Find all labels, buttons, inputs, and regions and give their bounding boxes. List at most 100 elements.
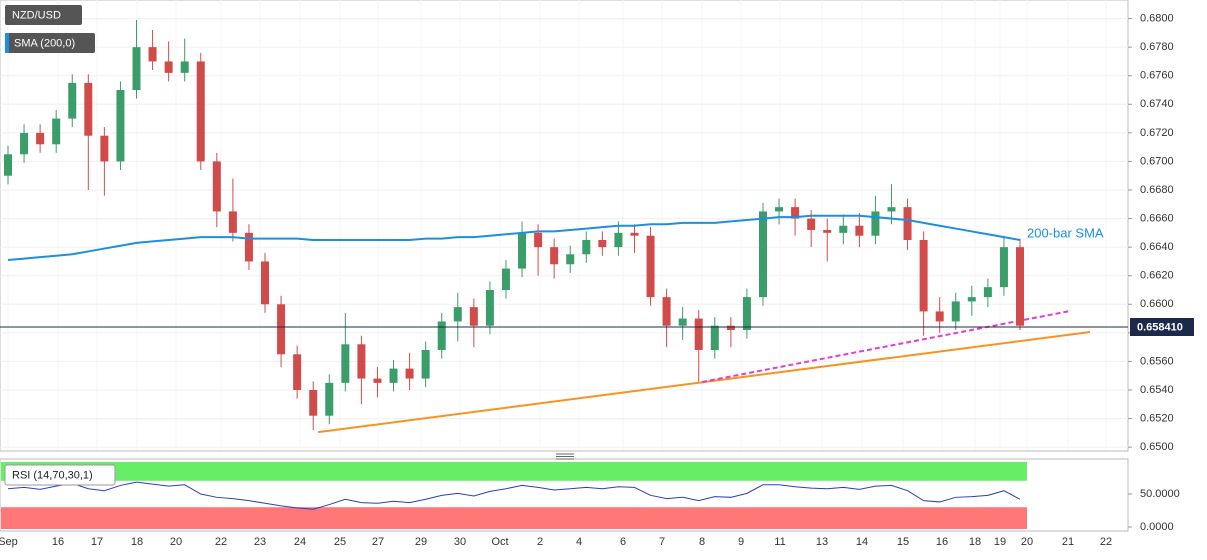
rsi-legend: RSI (14,70,30,1) <box>12 469 93 481</box>
candle-body <box>534 232 543 248</box>
sma-box <box>5 33 95 53</box>
candle-body <box>277 304 286 355</box>
x-tick-label: 23 <box>254 536 266 548</box>
x-tick-label: 24 <box>294 536 306 548</box>
inner-support-line <box>701 310 1071 383</box>
candle-body <box>887 207 896 212</box>
candle-body <box>325 382 334 416</box>
candle-body <box>244 232 253 262</box>
candle-body <box>453 307 462 322</box>
labels: NZD/USD SMA (200,0) RSI (14,70,30,1) 200… <box>0 5 1194 548</box>
candle-body <box>148 47 157 62</box>
rsi-tick-label: 0.0000 <box>1140 521 1174 533</box>
rsi-upper-zone <box>1 462 1027 481</box>
y-tick-label: 0.6680 <box>1140 184 1174 196</box>
candle-body <box>791 207 800 219</box>
candle-body <box>180 61 189 73</box>
y-tick-label: 0.6520 <box>1140 412 1174 424</box>
sma-annotation: 200-bar SMA <box>1027 225 1104 240</box>
candle-body <box>694 318 703 350</box>
x-tick-label: 6 <box>620 536 626 548</box>
candle-body <box>518 232 527 269</box>
rsi-box <box>4 464 116 486</box>
x-tick-label: 22 <box>1100 536 1112 548</box>
x-tick-label: 21 <box>1062 536 1074 548</box>
x-tick-label: Oct <box>491 536 508 548</box>
rsi-tick-label: 50.0000 <box>1140 488 1180 500</box>
x-tick-label: 18 <box>131 536 143 548</box>
y-tick-label: 0.6700 <box>1140 155 1174 167</box>
x-tick-label: 30 <box>454 536 466 548</box>
candle-body <box>1016 247 1024 326</box>
x-tick-label: 14 <box>856 536 868 548</box>
rsi-lower-zone <box>1 507 1027 529</box>
candle-body <box>951 301 960 322</box>
candle-body <box>469 307 478 326</box>
last-price-label: 0.658410 <box>1137 321 1183 333</box>
candle-body <box>100 135 109 162</box>
candle-body <box>566 254 575 265</box>
candle-body <box>662 297 671 326</box>
candle-body <box>373 378 382 383</box>
x-tick-label: 18 <box>969 536 981 548</box>
x-tick-label: 16 <box>936 536 948 548</box>
x-tick-label: 22 <box>215 536 227 548</box>
candle-body <box>999 247 1008 288</box>
candle-body <box>501 268 510 290</box>
x-tick-label: 25 <box>334 536 346 548</box>
x-tick-label: 13 <box>816 536 828 548</box>
candle-body <box>758 211 767 298</box>
candle-body <box>726 325 735 330</box>
candle-body <box>164 61 173 73</box>
candle-body <box>839 225 848 233</box>
candle-body <box>919 240 928 312</box>
sma-swatch <box>5 33 9 53</box>
candle-body <box>20 132 29 155</box>
y-tick-label: 0.6500 <box>1140 441 1174 453</box>
x-tick-label: 7 <box>659 536 665 548</box>
candle-body <box>68 82 77 119</box>
x-tick-label: 9 <box>738 536 744 548</box>
candle-body <box>710 325 719 350</box>
x-tick-label: 2 <box>537 536 543 548</box>
candle-body <box>775 207 784 212</box>
candle-body <box>341 344 350 383</box>
x-tick-label: 29 <box>415 536 427 548</box>
sma-line <box>7 214 1021 261</box>
candle-body <box>437 321 446 350</box>
y-tick-label: 0.6720 <box>1140 127 1174 139</box>
candle-body <box>116 90 125 162</box>
x-tick-label: Sep <box>0 536 18 548</box>
y-tick-label: 0.6740 <box>1140 98 1174 110</box>
marks <box>0 20 1128 434</box>
rsi-line <box>7 481 1021 510</box>
candle-body <box>967 297 976 302</box>
x-tick-label: 19 <box>994 536 1006 548</box>
candle-body <box>935 311 944 322</box>
candle-body <box>357 344 366 379</box>
x-tick-label: 16 <box>52 536 64 548</box>
x-tick-label: 8 <box>699 536 705 548</box>
last-price-box <box>1130 318 1194 336</box>
candle-body <box>132 47 141 90</box>
candle-body <box>903 207 912 240</box>
x-tick-label: 11 <box>774 536 785 548</box>
candle-body <box>614 232 623 248</box>
y-tick-label: 0.6640 <box>1140 241 1174 253</box>
y-tick-label: 0.6780 <box>1140 41 1174 53</box>
candle-body <box>261 261 270 305</box>
x-tick-label: 17 <box>91 536 103 548</box>
splitter[interactable] <box>556 453 574 460</box>
symbol-box <box>5 5 82 25</box>
candle-body <box>4 154 12 176</box>
candle-body <box>630 232 639 236</box>
candle-body <box>598 240 607 248</box>
candle-body <box>871 211 880 236</box>
candle-body <box>196 61 205 162</box>
y-tick-label: 0.6660 <box>1140 212 1174 224</box>
y-tick-label: 0.6600 <box>1140 298 1174 310</box>
candle-body <box>678 318 687 326</box>
x-tick-label: 4 <box>576 536 582 548</box>
candle-body <box>84 82 93 136</box>
candle-body <box>646 235 655 298</box>
